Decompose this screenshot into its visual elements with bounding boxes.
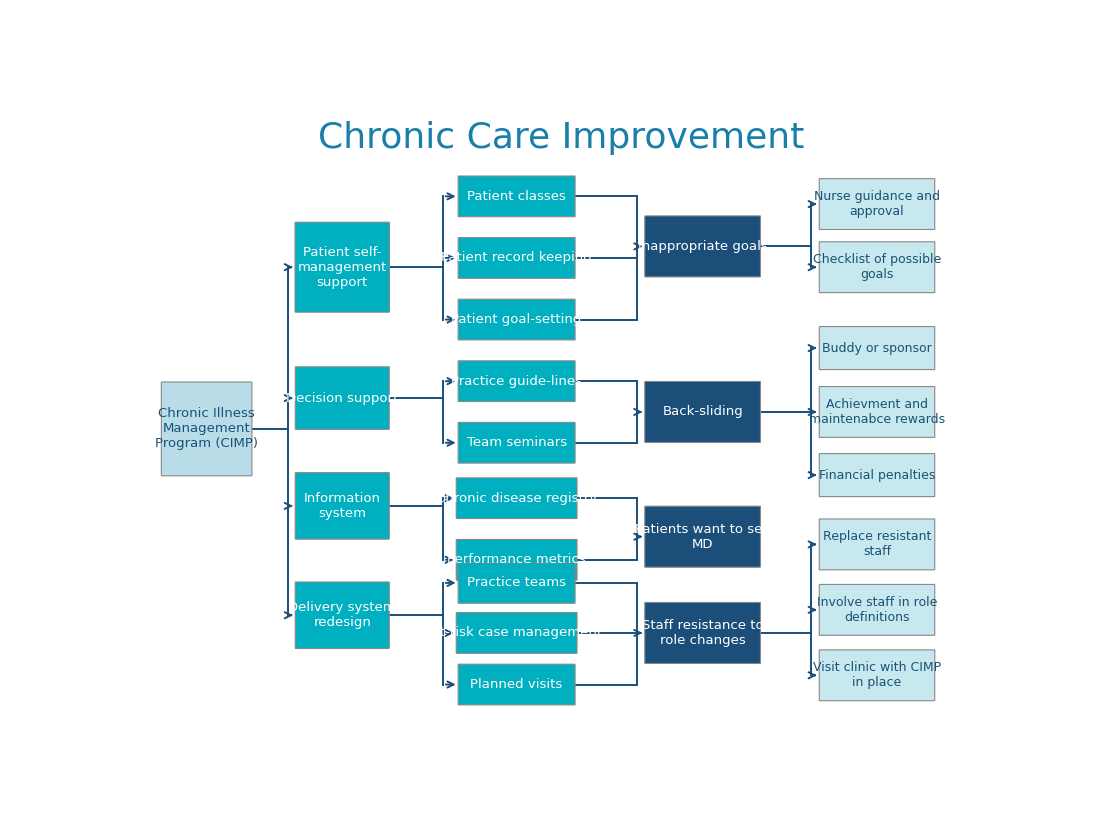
Text: Inappropriate goals: Inappropriate goals xyxy=(637,240,768,253)
FancyBboxPatch shape xyxy=(458,238,575,278)
FancyBboxPatch shape xyxy=(457,478,577,518)
Text: Patient classes: Patient classes xyxy=(468,190,566,203)
Text: Buddy or sponsor: Buddy or sponsor xyxy=(822,341,932,355)
Text: Staff resistance to
role changes: Staff resistance to role changes xyxy=(642,619,763,647)
Text: Delivery system
redesign: Delivery system redesign xyxy=(288,601,396,629)
Text: Patient goal-setting: Patient goal-setting xyxy=(451,313,581,326)
Text: Practice guide-lines: Practice guide-lines xyxy=(451,375,583,388)
Text: Chronic Care Improvement: Chronic Care Improvement xyxy=(318,121,805,155)
Text: Replace resistant
staff: Replace resistant staff xyxy=(822,531,931,558)
Text: Financial penalties: Financial penalties xyxy=(819,469,935,482)
FancyBboxPatch shape xyxy=(296,473,390,540)
Text: Checklist of possible
goals: Checklist of possible goals xyxy=(812,253,941,281)
Text: Back-sliding: Back-sliding xyxy=(662,405,744,418)
Text: Patient self-
management
support: Patient self- management support xyxy=(298,245,387,289)
Text: Achievment and
maintenabce rewards: Achievment and maintenabce rewards xyxy=(809,398,945,426)
Text: Chronic Illness
Management
Program (CIMP): Chronic Illness Management Program (CIMP… xyxy=(155,408,258,451)
FancyBboxPatch shape xyxy=(458,176,575,217)
FancyBboxPatch shape xyxy=(645,381,760,443)
Text: Chronic disease registry: Chronic disease registry xyxy=(436,491,597,504)
Text: At-risk case management: At-risk case management xyxy=(431,627,602,640)
FancyBboxPatch shape xyxy=(458,562,575,603)
Text: Team seminars: Team seminars xyxy=(466,436,567,449)
FancyBboxPatch shape xyxy=(819,650,935,701)
Text: Patients want to see
MD: Patients want to see MD xyxy=(635,522,771,551)
Text: Patient record keeping: Patient record keeping xyxy=(441,252,592,264)
FancyBboxPatch shape xyxy=(457,540,577,580)
FancyBboxPatch shape xyxy=(296,582,390,649)
FancyBboxPatch shape xyxy=(458,361,575,402)
Text: Performance metrics: Performance metrics xyxy=(448,553,586,566)
FancyBboxPatch shape xyxy=(819,519,935,570)
FancyBboxPatch shape xyxy=(819,386,935,438)
FancyBboxPatch shape xyxy=(819,584,935,635)
FancyBboxPatch shape xyxy=(645,506,760,567)
Text: Information
system: Information system xyxy=(303,492,381,520)
FancyBboxPatch shape xyxy=(645,216,760,277)
Text: Involve staff in role
definitions: Involve staff in role definitions xyxy=(817,596,937,623)
FancyBboxPatch shape xyxy=(458,299,575,340)
FancyBboxPatch shape xyxy=(457,613,577,654)
FancyBboxPatch shape xyxy=(819,242,935,293)
Text: Decision support: Decision support xyxy=(286,391,399,404)
Text: Planned visits: Planned visits xyxy=(471,678,563,691)
FancyBboxPatch shape xyxy=(458,422,575,463)
Text: Practice teams: Practice teams xyxy=(468,576,566,589)
Text: Visit clinic with CIMP
in place: Visit clinic with CIMP in place xyxy=(812,661,941,689)
FancyBboxPatch shape xyxy=(645,602,760,663)
FancyBboxPatch shape xyxy=(458,664,575,705)
Text: Nurse guidance and
approval: Nurse guidance and approval xyxy=(814,190,940,218)
FancyBboxPatch shape xyxy=(819,454,935,496)
FancyBboxPatch shape xyxy=(161,382,252,476)
FancyBboxPatch shape xyxy=(296,367,389,430)
FancyBboxPatch shape xyxy=(295,222,390,312)
FancyBboxPatch shape xyxy=(819,178,935,230)
FancyBboxPatch shape xyxy=(819,327,935,369)
